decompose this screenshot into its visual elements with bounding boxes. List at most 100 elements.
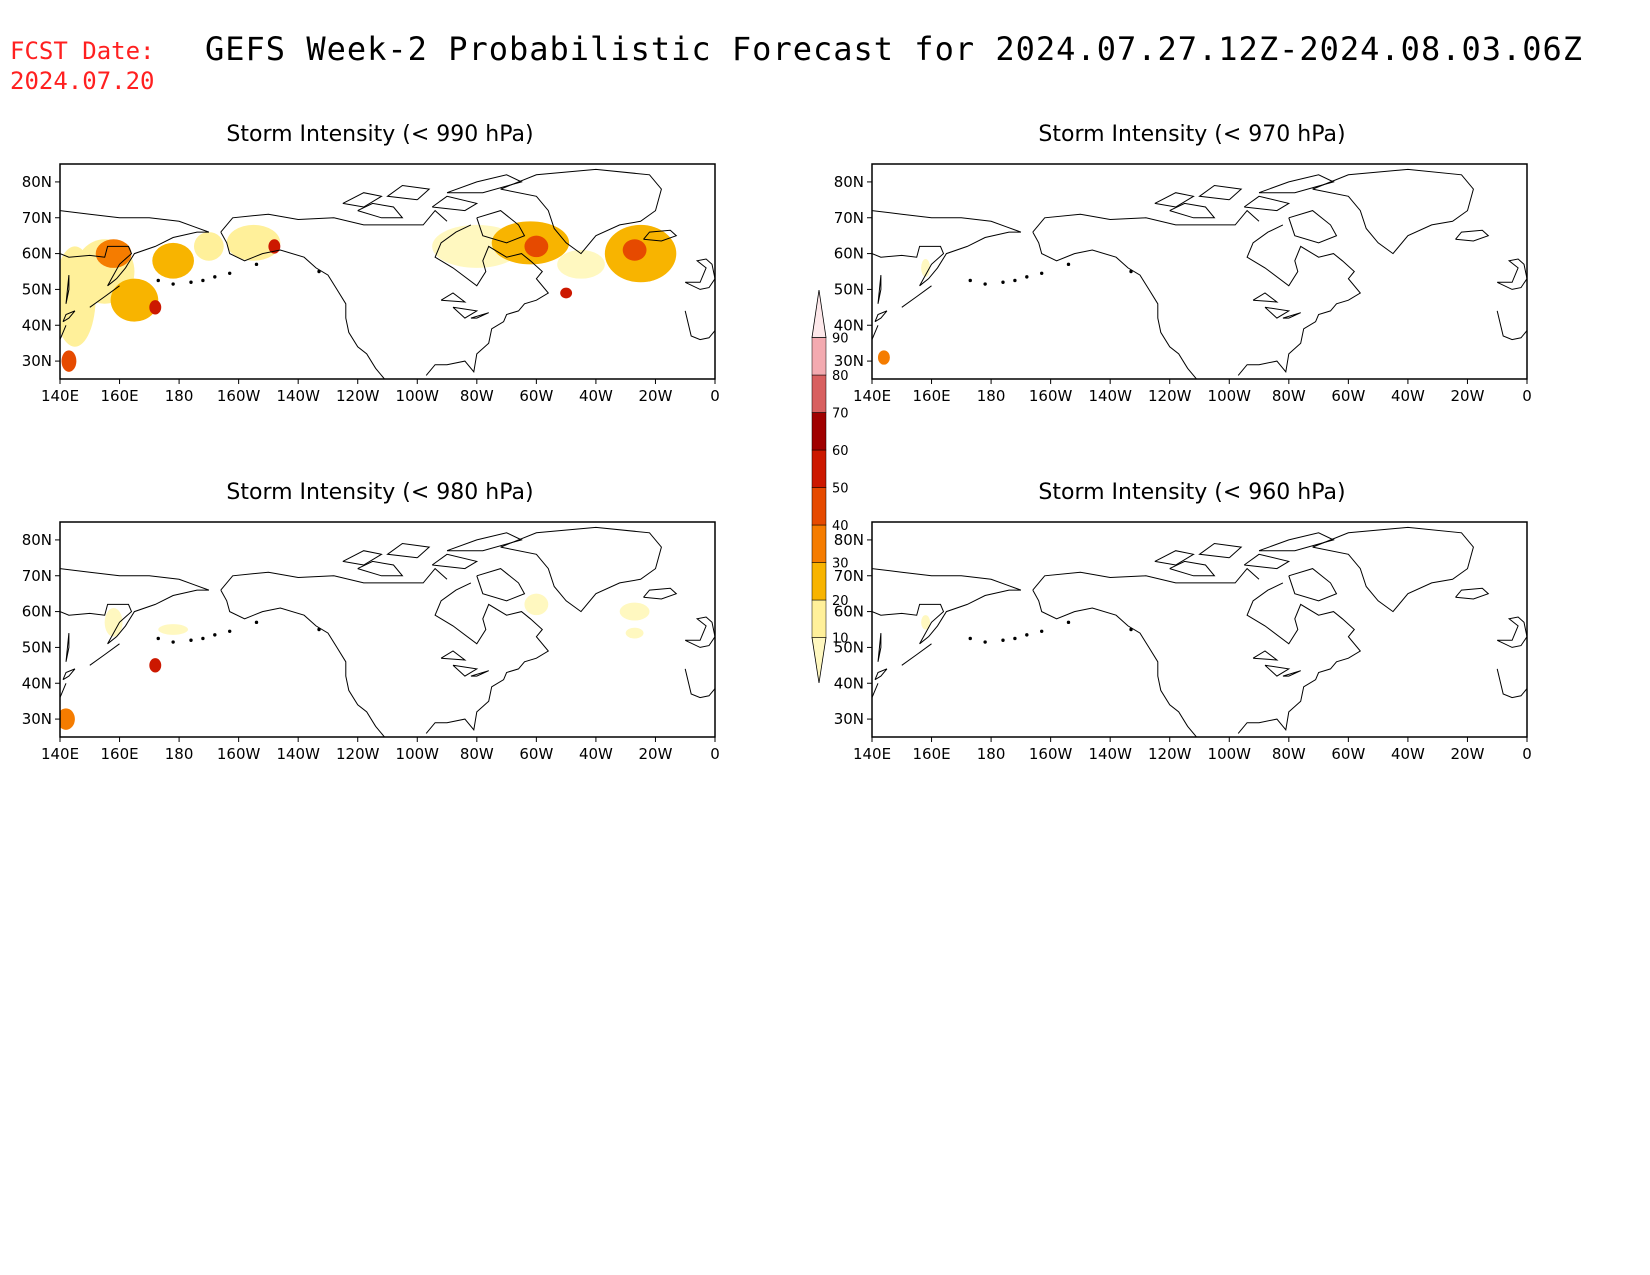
coastline	[1154, 192, 1195, 208]
coastline	[1496, 616, 1527, 648]
island	[171, 282, 175, 286]
colorbar-label: 40	[832, 519, 849, 534]
island	[983, 282, 987, 286]
x-tick-label: 120W	[1148, 745, 1192, 763]
coastline	[357, 202, 404, 219]
map-panel-990: Storm Intensity (< 990 hPa) 140E 160E 180 1…	[0, 122, 760, 412]
probability-region	[921, 615, 931, 630]
y-tick-label: 50N	[834, 638, 864, 656]
coastline	[60, 325, 67, 340]
coastlines	[872, 168, 1527, 379]
x-tick-label: 60W	[519, 387, 553, 405]
island	[1013, 278, 1017, 283]
y-tick-label: 50N	[22, 280, 52, 298]
probability-region	[61, 350, 77, 372]
x-tick-label: 140E	[853, 387, 891, 405]
colorbar-label: 70	[832, 407, 849, 422]
island	[1001, 280, 1005, 284]
y-tick-label: 60N	[834, 245, 864, 263]
colorbar-segment	[811, 562, 827, 601]
probability-region	[524, 235, 549, 258]
coastline	[476, 210, 526, 244]
coastline	[386, 184, 431, 201]
colorbar-label: 10	[832, 632, 849, 647]
x-tick-label: 60W	[1331, 745, 1365, 763]
colorbar-label: 20	[832, 594, 849, 609]
probability-region	[152, 242, 194, 279]
coastline	[872, 683, 879, 698]
x-tick-label: 80W	[460, 387, 494, 405]
coastline	[1032, 231, 1198, 379]
map-frame	[59, 521, 716, 738]
coastline	[877, 633, 882, 662]
coastline	[901, 643, 932, 666]
y-tick-label: 60N	[22, 245, 52, 263]
island	[1066, 620, 1071, 625]
coastline	[1496, 258, 1527, 290]
probability-region	[524, 593, 549, 616]
island	[968, 278, 972, 283]
coastline	[1169, 202, 1216, 219]
colorbar-segment	[811, 374, 827, 413]
colorbar-segment	[811, 449, 827, 488]
island	[1040, 271, 1044, 275]
map-panel-970: Storm Intensity (< 970 hPa) 140E 160E 180 1…	[812, 122, 1572, 412]
coastline	[342, 550, 383, 566]
coastline	[446, 532, 523, 552]
x-tick-label: 80W	[460, 745, 494, 763]
y-tick-label: 50N	[22, 638, 52, 656]
map-990: 140E 160E 180 160W 140W 120W 100W 80W 60W 40W 20W 0…	[22, 163, 720, 405]
forecast-date: FCST Date: 2024.07.20	[10, 36, 155, 96]
map-frame	[59, 163, 716, 380]
coastline	[220, 209, 448, 233]
x-tick-label: 20W	[1450, 387, 1484, 405]
panel-title-970: Storm Intensity (< 970 hPa)	[1038, 122, 1346, 147]
x-tick-label: 100W	[1208, 387, 1252, 405]
x-tick-label: 0	[1522, 387, 1532, 405]
coastline	[1198, 542, 1243, 559]
x-tick-label: 100W	[396, 745, 440, 763]
coastline	[60, 568, 210, 645]
map-panel-980: Storm Intensity (< 980 hPa) 140E 160E 180 1…	[0, 480, 760, 770]
x-tick-label: 20W	[1450, 745, 1484, 763]
coastline	[1032, 567, 1260, 591]
coastline	[220, 567, 448, 591]
x-tick-label: 40W	[579, 745, 613, 763]
island	[1013, 636, 1017, 641]
x-tick-label: 40W	[1391, 387, 1425, 405]
coastline	[470, 670, 489, 677]
colorbar: 10 20 30 40 50 60 70 80 90	[811, 289, 849, 684]
map-panel-960: Storm Intensity (< 960 hPa) 140E 160E 180 1…	[812, 480, 1572, 770]
coastline	[452, 664, 479, 677]
map-960: 140E 160E 180 160W 140W 120W 100W 80W 60W 40W 20W 0…	[834, 521, 1532, 763]
x-tick-label: 80W	[1272, 745, 1306, 763]
coastline	[1264, 306, 1291, 319]
x-tick-label: 160E	[100, 387, 138, 405]
island	[1025, 275, 1029, 279]
coastline	[643, 229, 678, 242]
island	[983, 640, 987, 644]
coastline	[386, 542, 431, 559]
x-tick-label: 160W	[1029, 387, 1073, 405]
coastlines	[872, 526, 1527, 737]
probability-region	[268, 239, 281, 254]
coastline	[440, 292, 467, 303]
y-tick-label: 30N	[22, 352, 52, 370]
coastline	[1496, 668, 1527, 699]
coastline	[901, 285, 932, 308]
probability-region	[149, 658, 162, 673]
coastline	[446, 174, 523, 194]
y-tick-label: 60N	[22, 603, 52, 621]
colorbar-label: 80	[832, 369, 849, 384]
coastline	[1258, 174, 1335, 194]
island	[254, 262, 259, 267]
island	[213, 275, 217, 279]
coastline	[1288, 210, 1338, 244]
coastline	[62, 668, 76, 681]
coastline	[342, 192, 383, 208]
coastline	[357, 560, 404, 577]
x-tick-label: 120W	[336, 745, 380, 763]
coastline	[1258, 532, 1335, 552]
y-tick-label: 40N	[834, 674, 864, 692]
x-tick-label: 100W	[1208, 745, 1252, 763]
